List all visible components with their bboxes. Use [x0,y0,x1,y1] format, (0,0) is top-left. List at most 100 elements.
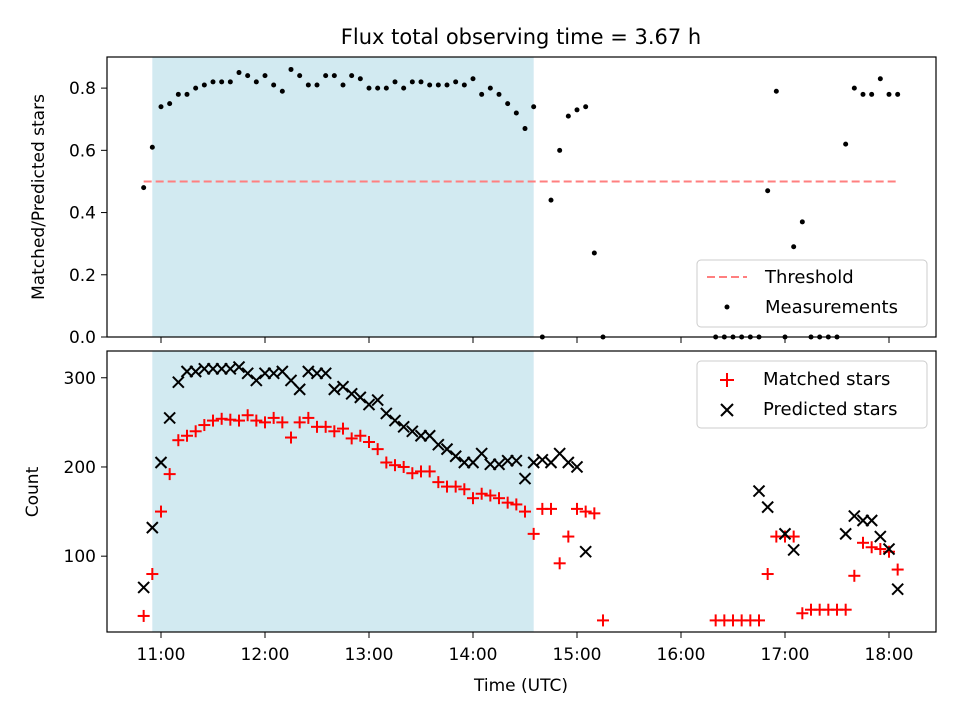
matched-stars-point [588,507,601,520]
matched-stars-point [319,420,332,433]
x-tick-label: 12:00 [241,645,290,665]
matched-stars-point [397,460,410,473]
predicted-stars-point [778,527,792,541]
x-tick-label: 13:00 [345,645,394,665]
matched-stars-point [389,459,401,472]
matched-stars-point [259,416,271,429]
measurements-point [791,244,797,250]
matched-stars-point [293,416,306,429]
predicted-stars-point [536,453,549,467]
top-legend: Threshold Measurements [696,259,928,328]
legend-predicted-label: Predicted stars [763,399,897,420]
predicted-stars-point [241,367,254,380]
measurements-point [895,91,901,97]
measurements-point [331,73,337,79]
matched-stars-point [493,492,505,505]
bottom-highlight-span [152,351,534,632]
matched-stars-point [198,419,211,432]
predicted-stars-point [570,460,584,474]
measurements-point [245,73,251,79]
predicted-stars-point [345,387,358,401]
matched-stars-point [857,536,869,549]
matched-stars-point [579,505,592,518]
bottom-y-axis-label: Count [23,466,43,517]
predicted-stars-point [354,391,367,404]
predicted-stars-point [172,376,185,389]
matched-stars-point [597,614,609,627]
matched-stars-point [839,603,852,616]
measurements-point [271,82,277,88]
matched-stars-point [155,505,167,518]
predicted-stars-point [440,442,454,456]
predicted-stars-point [406,425,419,438]
top-panel: 0.00.20.40.60.8 Matched/Predicted stars … [29,56,937,348]
matched-stars-point [276,416,289,429]
measurements-point [227,79,233,85]
measurements-point [184,91,190,97]
measurements-point [765,188,771,194]
measurements-point [297,73,303,79]
matched-stars-point [562,530,575,543]
measurements-point [253,79,259,85]
matched-stars-point [406,467,419,480]
matched-stars-point [233,414,245,427]
bottom-legend-frame [696,360,928,429]
measurements-point [565,113,571,119]
measurements-point [279,88,285,94]
measurements-point [392,79,398,85]
measurements-point [479,91,485,97]
measurements-point [773,88,779,94]
measurements-point [366,85,372,91]
bottom-panel: 11:00 12:00 13:00 14:00 15:00 16:00 17:00 18:00… [23,350,937,696]
measurements-point [158,104,164,110]
measurements-point [201,82,207,88]
matched-stars-point [545,502,557,515]
legend-matched-label: Matched stars [763,369,890,390]
predicted-stars-point [874,530,887,543]
measurements-point [418,79,424,85]
predicted-stars-point [336,380,350,393]
matched-stars-point [449,480,462,493]
predicted-stars-point [328,383,341,396]
bottom-y-tick-label: 300 [64,369,96,389]
top-y-tick-label: 0.4 [69,204,96,224]
predicted-stars-point [891,582,904,596]
predicted-stars-point [579,545,592,558]
legend-measurements-label: Measurements [765,297,898,318]
measurements-point [799,219,805,225]
measurements-point [548,197,554,203]
measurements-point [349,73,355,79]
top-y-axis-label: Matched/Predicted stars [29,94,49,300]
chart-title: Flux total observing time = 3.67 h [341,25,701,49]
predicted-stars-point [163,411,176,425]
predicted-stars-point [232,360,246,374]
predicted-stars-point [882,542,896,556]
predicted-stars-point [432,438,445,451]
matched-stars-point [137,609,150,622]
measurements-point [236,70,242,76]
bottom-y-tick-label: 100 [64,547,96,567]
matched-stars-point [423,465,436,478]
bottom-highlight-rect [152,351,534,632]
measurements-point [860,91,866,97]
matched-stars-point [467,492,479,505]
predicted-stars-point [319,367,332,380]
measurements-point [141,185,147,191]
matched-stars-point [510,498,523,511]
predicted-stars-point [492,458,506,471]
matched-stars-point [787,530,800,543]
measurements-point [505,101,511,107]
matched-stars-point [181,429,193,442]
measurements-point [843,141,849,147]
predicted-stars-point [752,484,766,498]
matched-stars-point [285,431,297,444]
predicted-stars-point [527,456,540,469]
predicted-stars-point [510,454,523,467]
bottom-axes-frame [106,350,937,633]
bottom-legend: Matched stars Predicted stars [696,360,928,429]
measurements-point [591,250,597,256]
x-tick-label: 17:00 [761,645,810,665]
measurements-point [305,82,311,88]
matched-stars-point [761,568,774,581]
